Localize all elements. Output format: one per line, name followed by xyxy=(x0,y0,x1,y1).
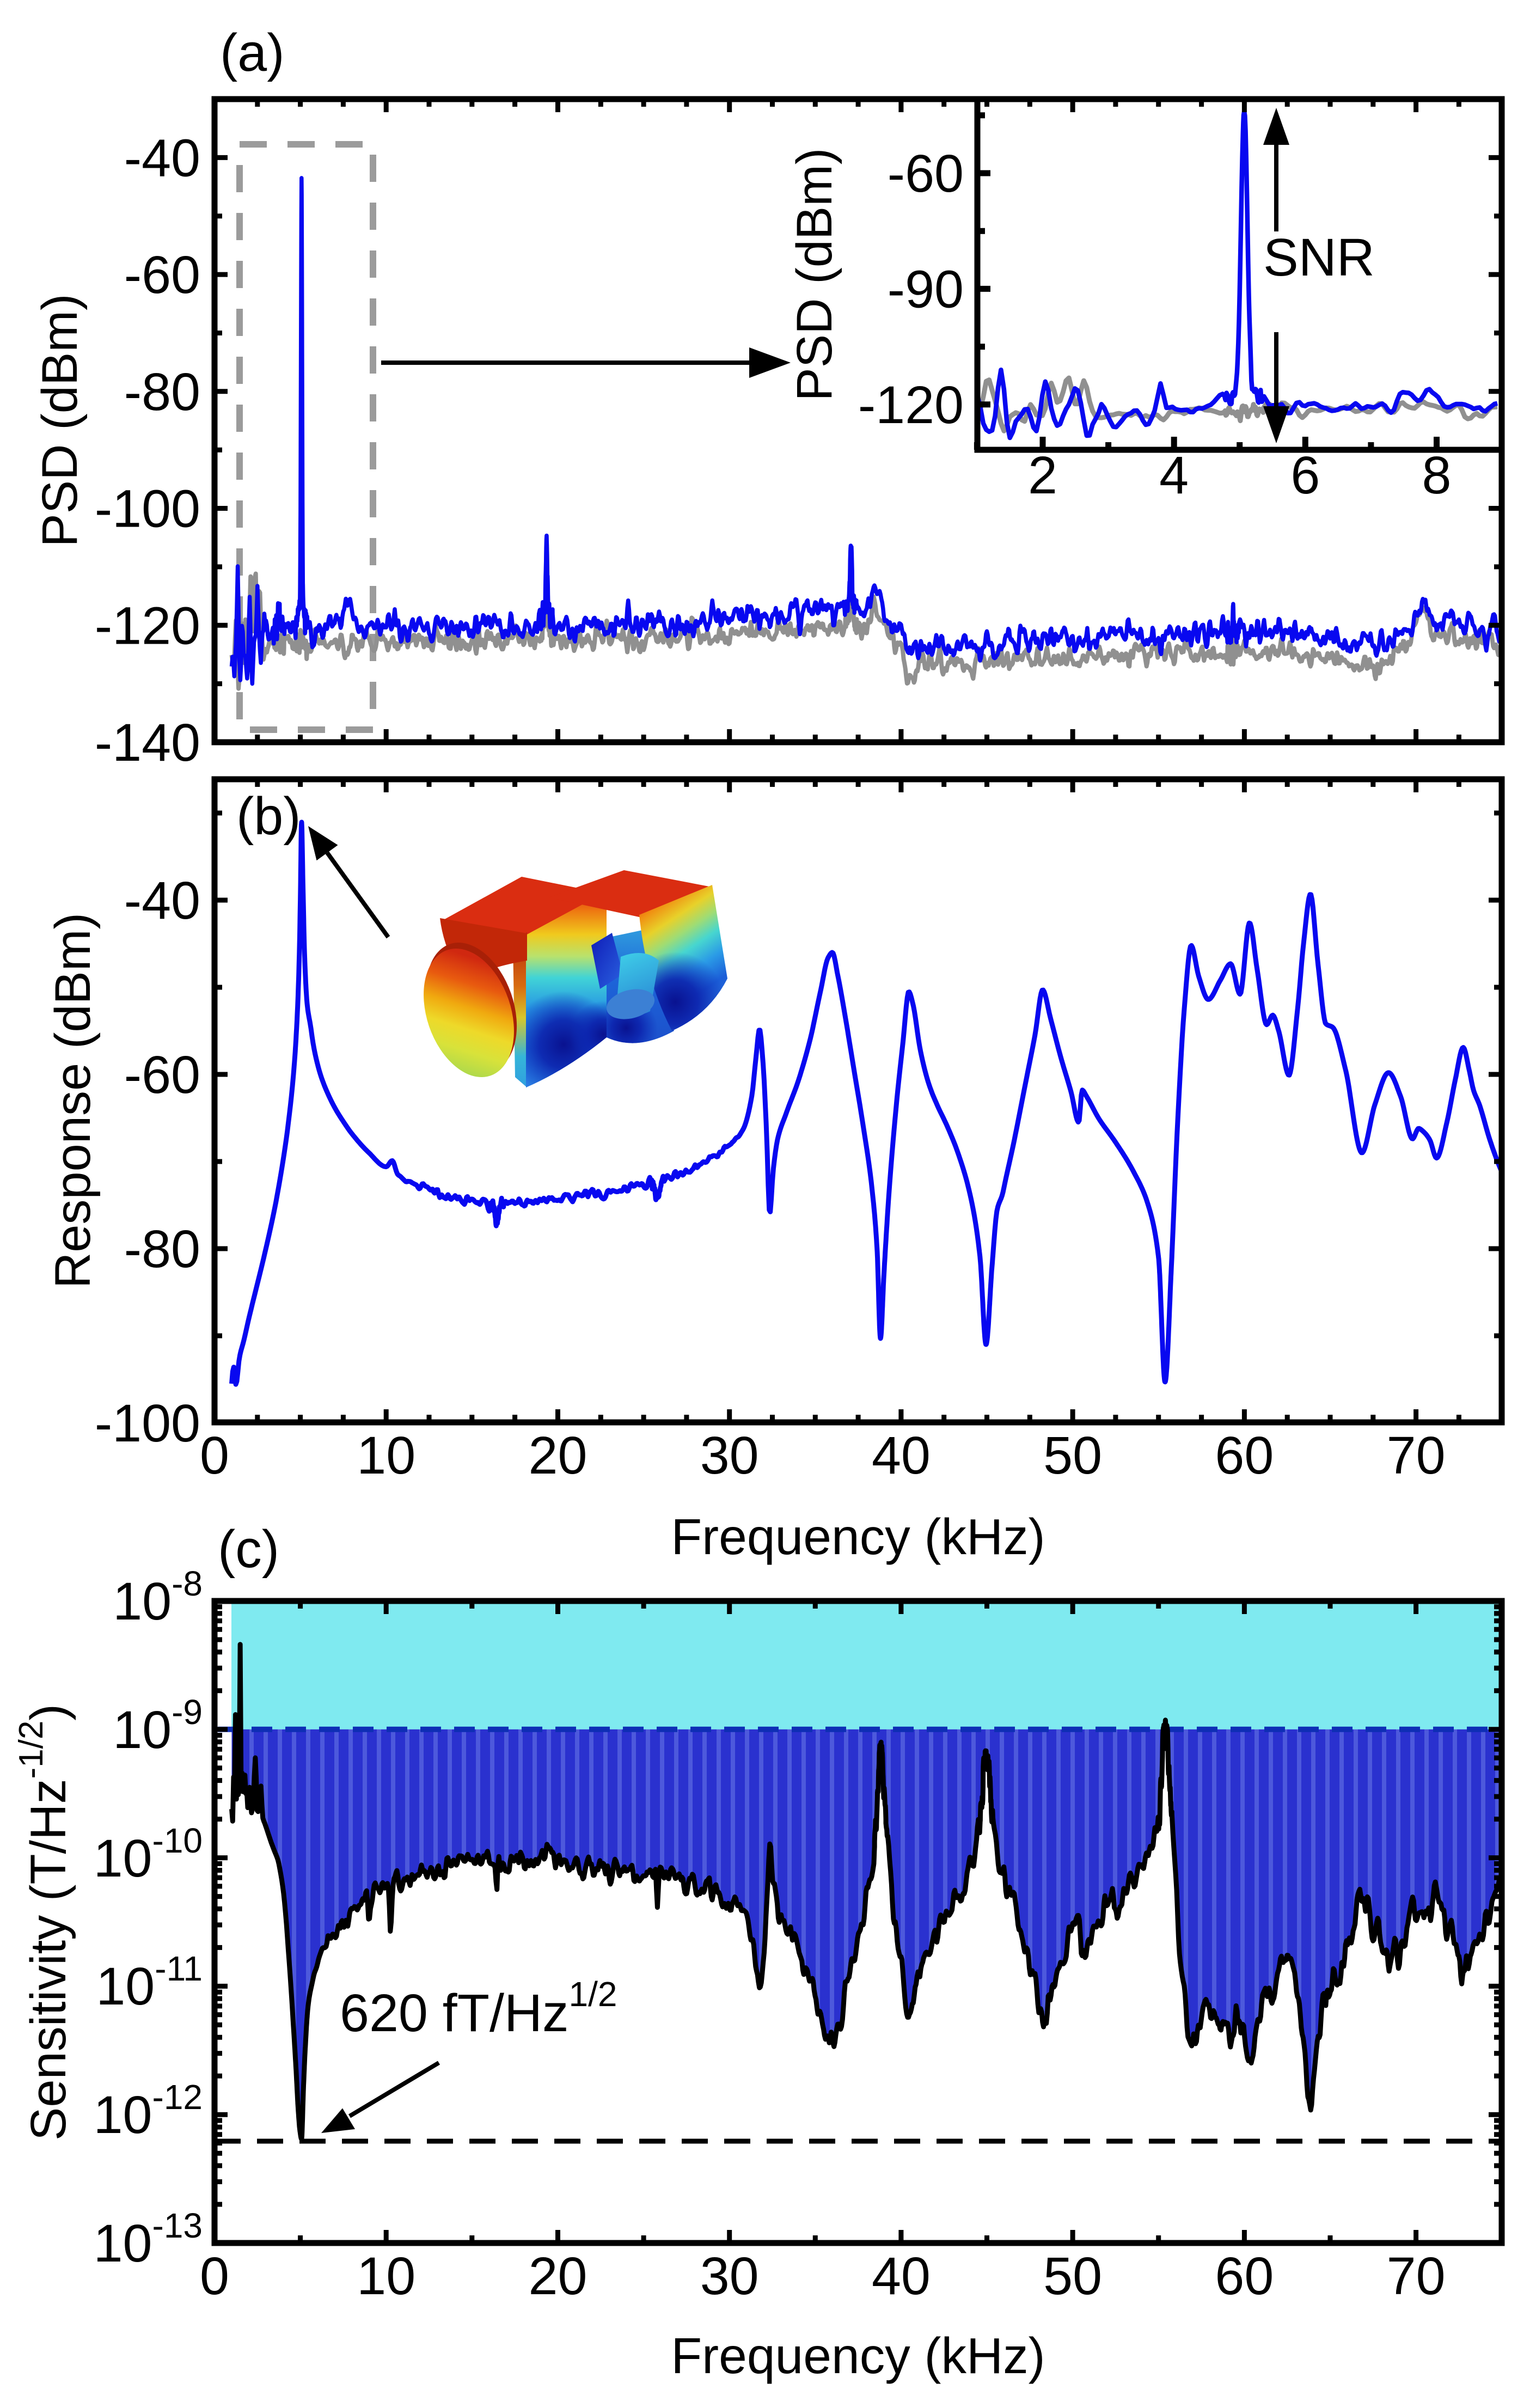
svg-text:-120: -120 xyxy=(858,375,964,435)
svg-text:-60: -60 xyxy=(124,245,200,304)
svg-text:2: 2 xyxy=(1028,445,1057,505)
svg-text:-80: -80 xyxy=(124,1219,200,1279)
svg-text:-140: -140 xyxy=(95,713,200,772)
svg-text:SNR: SNR xyxy=(1263,228,1375,287)
svg-text:40: 40 xyxy=(872,2246,931,2306)
svg-text:60: 60 xyxy=(1215,2246,1274,2306)
svg-text:(b): (b) xyxy=(236,786,301,846)
svg-text:8: 8 xyxy=(1422,445,1452,505)
svg-text:70: 70 xyxy=(1387,2246,1446,2306)
svg-text:(c): (c) xyxy=(218,1519,279,1579)
svg-text:0: 0 xyxy=(200,2246,229,2306)
svg-text:-100: -100 xyxy=(95,479,200,539)
svg-text:4: 4 xyxy=(1159,445,1189,505)
svg-text:30: 30 xyxy=(700,2246,759,2306)
svg-text:10: 10 xyxy=(357,2246,415,2306)
svg-text:0: 0 xyxy=(200,1426,229,1485)
svg-text:Frequency (kHz): Frequency (kHz) xyxy=(671,1508,1045,1565)
svg-text:PSD (dBm): PSD (dBm) xyxy=(787,148,842,401)
svg-text:70: 70 xyxy=(1387,1426,1446,1485)
svg-text:-40: -40 xyxy=(124,871,200,930)
svg-text:-40: -40 xyxy=(124,128,200,187)
svg-text:40: 40 xyxy=(872,1426,931,1485)
svg-text:-60: -60 xyxy=(124,1045,200,1104)
svg-text:-90: -90 xyxy=(888,259,964,319)
svg-text:(a): (a) xyxy=(220,23,285,82)
svg-text:6: 6 xyxy=(1290,445,1320,505)
svg-text:Response (dBm): Response (dBm) xyxy=(45,913,101,1288)
svg-text:PSD (dBm): PSD (dBm) xyxy=(32,294,88,547)
svg-text:60: 60 xyxy=(1215,1426,1274,1485)
svg-text:20: 20 xyxy=(529,2246,588,2306)
svg-text:-120: -120 xyxy=(95,596,200,655)
svg-text:10: 10 xyxy=(357,1426,415,1485)
svg-text:-60: -60 xyxy=(888,144,964,203)
svg-text:Frequency (kHz): Frequency (kHz) xyxy=(671,2327,1045,2384)
svg-text:20: 20 xyxy=(529,1426,588,1485)
svg-text:30: 30 xyxy=(700,1426,759,1485)
svg-text:50: 50 xyxy=(1043,2246,1102,2306)
svg-text:-80: -80 xyxy=(124,362,200,421)
svg-text:50: 50 xyxy=(1043,1426,1102,1485)
svg-text:-100: -100 xyxy=(95,1394,200,1453)
